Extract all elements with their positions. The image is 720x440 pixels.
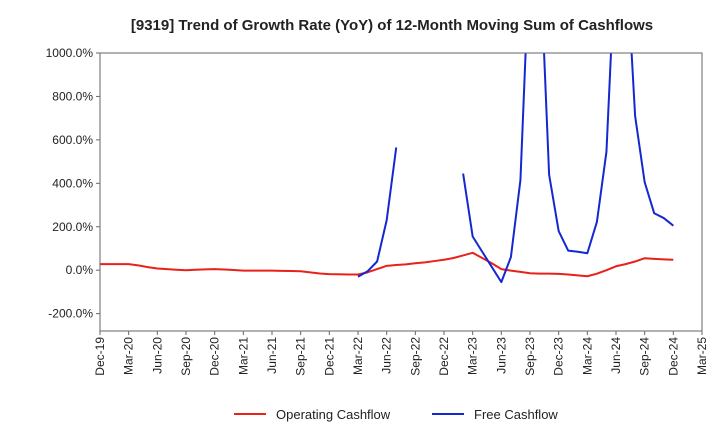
x-axis: Dec-19 Mar-20 Jun-20 Sep-20 Dec-20 Mar-21 Jun-… (93, 331, 709, 376)
x-tick-label: Mar-23 (466, 337, 480, 375)
y-tick-label: 800.0% (52, 89, 93, 103)
x-tick-label: Mar-24 (580, 337, 594, 375)
y-tick-label: 1000.0% (46, 46, 94, 60)
operating-cashflow-legend-label: Operating Cashflow (276, 407, 391, 422)
x-tick-label: Mar-20 (122, 337, 136, 375)
free-cashflow-line (357, 147, 398, 278)
x-tick-label: Jun-21 (265, 337, 279, 374)
y-tick-label: 200.0% (52, 220, 93, 234)
x-tick-label: Dec-20 (208, 337, 222, 376)
chart-title: [9319] Trend of Growth Rate (YoY) of 12-… (131, 17, 653, 34)
x-tick-label: Mar-22 (351, 337, 365, 375)
y-tick-label: 600.0% (52, 133, 93, 147)
x-tick-label: Dec-22 (437, 337, 451, 376)
y-axis: 1000.0% 800.0% 600.0% 400.0% 200.0% 0.0% -200.… (46, 46, 100, 321)
plot-frame (99, 52, 703, 332)
x-tick-label: Dec-21 (322, 337, 336, 376)
x-tick-label: Mar-25 (695, 337, 709, 375)
y-tick-label: 400.0% (52, 176, 93, 190)
x-tick-label: Jun-24 (609, 337, 623, 374)
x-tick-label: Jun-20 (150, 337, 164, 374)
x-tick-label: Sep-24 (638, 337, 652, 376)
x-tick-label: Dec-23 (552, 337, 566, 376)
x-tick-label: Jun-22 (380, 337, 394, 374)
y-tick-label: -200.0% (48, 307, 93, 321)
x-tick-label: Mar-21 (236, 337, 250, 375)
plot-area (100, 53, 702, 331)
operating-cashflow-line (100, 251, 674, 278)
x-tick-label: Sep-21 (294, 337, 308, 376)
plot-background (100, 53, 702, 331)
series-lines (100, 53, 674, 284)
free-cashflow-line (462, 53, 674, 284)
free-cashflow-legend-label: Free Cashflow (474, 407, 558, 422)
legend: Operating Cashflow Free Cashflow (234, 407, 558, 422)
y-tick-label: 0.0% (66, 263, 94, 277)
x-tick-label: Sep-23 (523, 337, 537, 376)
x-tick-label: Sep-22 (408, 337, 422, 376)
x-tick-label: Jun-23 (494, 337, 508, 374)
x-tick-label: Dec-24 (666, 337, 680, 376)
x-tick-label: Sep-20 (179, 337, 193, 376)
x-tick-label: Dec-19 (93, 337, 107, 376)
